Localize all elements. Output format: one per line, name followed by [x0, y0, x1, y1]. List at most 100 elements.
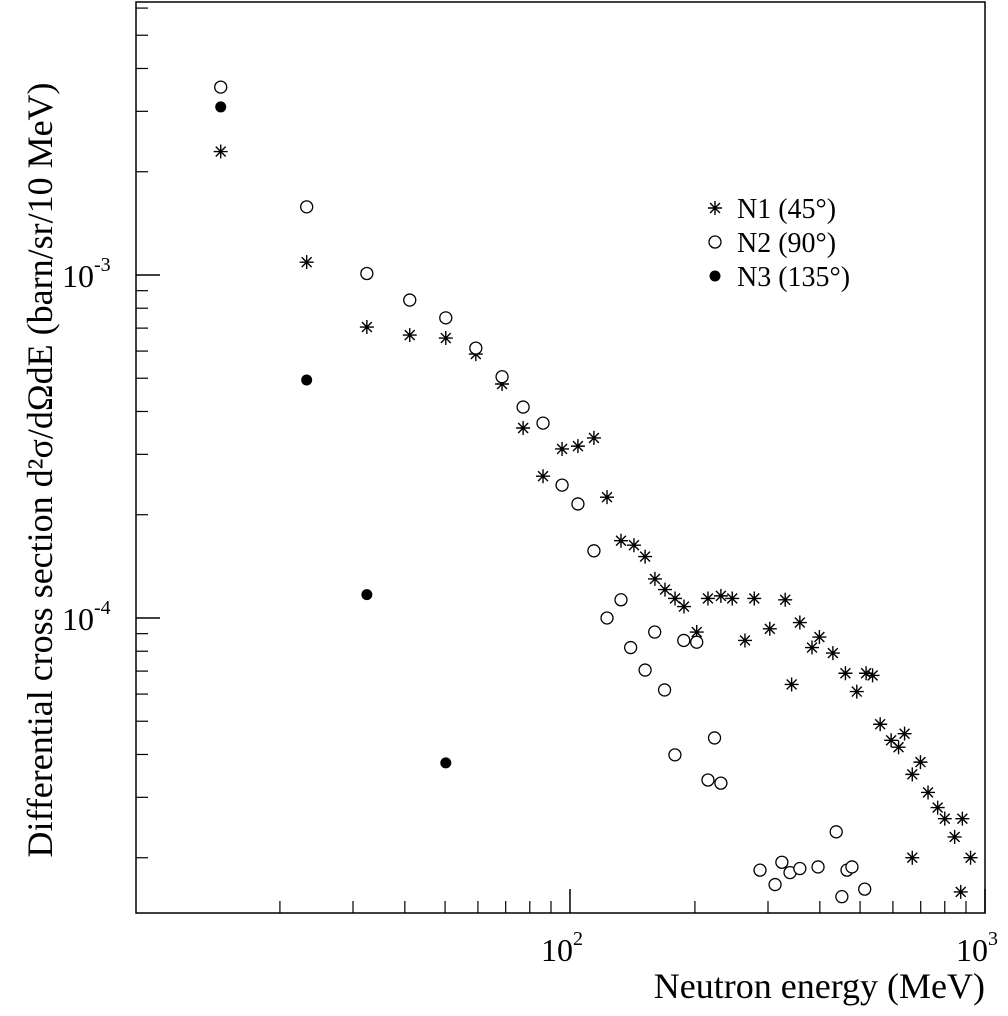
open-circle-marker: [829, 825, 843, 839]
asterisk-marker: [700, 591, 715, 606]
open-circle-marker: [300, 200, 314, 214]
asterisk-marker: [676, 599, 691, 614]
open-circle-marker: [835, 890, 849, 904]
asterisk-marker: [536, 469, 551, 484]
asterisk-marker: [668, 591, 683, 606]
open-circle-marker: [600, 611, 614, 625]
open-circle-marker: [516, 400, 530, 414]
filled-circle-marker: [361, 589, 373, 601]
filled-circle-marker: [301, 374, 313, 386]
open-circle-marker: [571, 497, 585, 511]
x-tick-exp: 3: [988, 928, 998, 950]
asterisk-marker: [937, 811, 952, 826]
asterisk-marker: [626, 538, 641, 553]
asterisk-marker: [299, 255, 314, 270]
x-tick-label: 102: [541, 928, 583, 968]
asterisk-marker: [784, 677, 799, 692]
asterisk-marker: [516, 421, 531, 436]
asterisk-marker: [859, 666, 874, 681]
open-circle-marker: [701, 773, 715, 787]
asterisk-marker: [600, 490, 615, 505]
y-tick-label: 10-4: [62, 597, 111, 637]
x-tick-label: 103: [956, 928, 998, 968]
legend-label: N3 (135°): [737, 262, 850, 293]
legend-label: N1 (45°): [737, 194, 836, 225]
asterisk-marker: [897, 726, 912, 741]
asterisk-marker: [838, 666, 853, 681]
asterisk-marker: [825, 646, 840, 661]
y-axis-label: Differential cross section d²σ/dΩdE (bar…: [20, 82, 60, 857]
asterisk-marker: [647, 571, 662, 586]
asterisk-marker: [812, 630, 827, 645]
open-circle-marker: [714, 776, 728, 790]
open-circle-marker: [753, 863, 767, 877]
y-tick-exp: -3: [94, 254, 111, 276]
open-circle-marker: [668, 748, 682, 762]
x-axis-label: Neutron energy (MeV): [654, 966, 985, 1006]
filled-circle-marker: [709, 270, 721, 282]
asterisk-marker: [657, 582, 672, 597]
open-circle-marker: [495, 370, 509, 384]
open-circle-marker: [858, 882, 872, 896]
asterisk-marker: [930, 800, 945, 815]
open-circle-marker: [775, 855, 789, 869]
asterisk-marker: [213, 144, 228, 159]
x-tick-base: 10: [541, 932, 573, 968]
asterisk-marker: [762, 621, 777, 636]
open-circle-marker: [793, 861, 807, 876]
asterisk-marker: [913, 755, 928, 770]
asterisk-marker: [586, 430, 601, 445]
open-circle-marker: [690, 635, 704, 649]
open-circle-marker: [845, 860, 859, 874]
asterisk-marker: [708, 201, 722, 215]
open-circle-marker: [214, 80, 228, 94]
asterisk-marker: [891, 740, 906, 755]
y-tick-base: 10: [62, 258, 94, 294]
asterisk-marker: [873, 717, 888, 732]
asterisk-marker: [638, 549, 653, 564]
asterisk-marker: [947, 829, 962, 844]
asterisk-marker: [905, 767, 920, 782]
open-circle-marker: [614, 593, 628, 607]
open-circle-marker: [403, 293, 417, 307]
asterisk-marker: [955, 811, 970, 826]
open-circle-marker: [707, 731, 722, 745]
filled-circle-marker: [440, 757, 452, 769]
open-circle-marker: [677, 633, 691, 648]
asterisk-marker: [713, 588, 728, 603]
asterisk-marker: [555, 441, 570, 456]
asterisk-marker: [884, 733, 899, 748]
legend-label: N2 (90°): [737, 228, 836, 259]
asterisk-marker: [865, 668, 880, 683]
open-circle-marker: [811, 860, 825, 874]
asterisk-marker: [921, 785, 936, 800]
open-circle-marker: [536, 416, 550, 430]
y-tick-base: 10: [62, 601, 94, 637]
filled-circle-marker: [215, 101, 227, 113]
asterisk-marker: [689, 625, 704, 640]
asterisk-marker: [778, 592, 793, 607]
open-circle-marker: [657, 683, 672, 697]
asterisk-marker: [905, 850, 920, 865]
asterisk-marker: [359, 320, 374, 335]
asterisk-marker: [495, 377, 510, 392]
open-circle-marker: [555, 478, 569, 492]
x-tick-base: 10: [956, 932, 988, 968]
y-tick-label: 10-3: [62, 254, 111, 294]
asterisk-marker: [747, 591, 762, 606]
open-circle-marker: [708, 235, 722, 249]
open-circle-marker: [768, 877, 782, 892]
open-circle-marker: [439, 311, 453, 325]
open-circle-marker: [648, 625, 662, 639]
open-circle-marker: [623, 640, 638, 655]
asterisk-marker: [849, 684, 864, 699]
asterisk-marker: [402, 328, 417, 343]
open-circle-marker: [587, 544, 601, 558]
plot-frame: [135, 1, 986, 914]
open-circle-marker: [360, 266, 374, 281]
asterisk-marker: [792, 615, 807, 630]
asterisk-marker: [570, 439, 585, 454]
asterisk-marker: [953, 884, 968, 899]
y-tick-exp: -4: [94, 597, 111, 619]
